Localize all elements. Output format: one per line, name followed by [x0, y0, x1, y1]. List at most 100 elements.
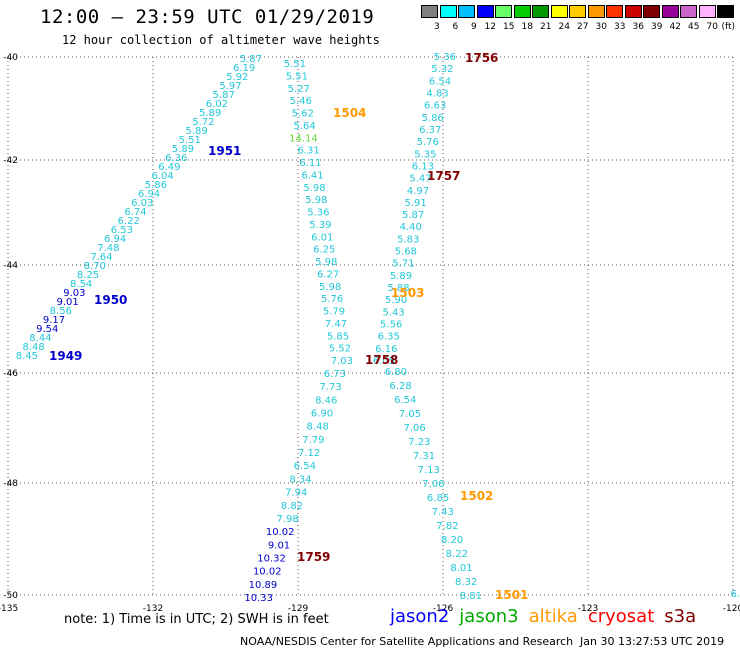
- time-label: 1951: [208, 144, 241, 158]
- legend-label: 36: [632, 22, 644, 32]
- track-1756-value: 5.88: [387, 283, 409, 294]
- track-1951-value: 6.36: [165, 153, 187, 164]
- legend-swatch: [643, 5, 660, 18]
- track-1951-value: 5.92: [226, 72, 248, 83]
- track-1951-value: 5.86: [145, 180, 167, 191]
- time-label: 1949: [49, 349, 82, 363]
- legend-swatch: [661, 5, 679, 18]
- track-1504-value: 5.64: [294, 121, 316, 132]
- track-1756-value: 5.76: [417, 137, 439, 148]
- time-labels: 1756 1504 1951 1757 1503 1950 1949 1758 1502 1759…: [49, 51, 528, 602]
- track-1759-value: 10.32: [257, 553, 286, 564]
- track-1759-value: 10.02: [266, 527, 295, 538]
- track-1501-value: 6.28: [389, 381, 411, 392]
- legend-label: 15: [503, 22, 515, 32]
- track-1501-value: 8.81: [460, 591, 482, 602]
- track-1501-value: 7.82: [436, 521, 458, 532]
- track-1759-value: 6.54: [294, 461, 316, 472]
- track-1756-value: 4.40: [400, 222, 422, 233]
- legend-swatch: [698, 5, 716, 18]
- track-1951-value: 6.53: [111, 225, 133, 236]
- track-1501-value: 7.31: [413, 451, 435, 462]
- lon-tick-label: -132: [143, 604, 163, 614]
- legend-swatch: [458, 5, 475, 18]
- generated-timestamp: Jan 30 13:27:53 UTC 2019: [580, 635, 725, 648]
- legend-label: 18: [521, 22, 533, 32]
- legend-swatch: [680, 5, 697, 18]
- track-1504-value: 5.39: [309, 220, 331, 231]
- track-1756-value: 6.37: [419, 125, 441, 136]
- track-1951-value: 6.03: [131, 198, 153, 209]
- time-label: 1502: [460, 489, 493, 503]
- legend-swatch: [513, 5, 531, 18]
- track-1504-value: 14.14: [289, 133, 318, 144]
- track-1756-value: 5.68: [395, 247, 417, 258]
- track-1759-value: 10.33: [244, 593, 273, 604]
- track-1951-value: 8.25: [77, 270, 99, 281]
- satellite-legend-jason2: jason2: [390, 606, 450, 627]
- track-1951-value: 9.54: [36, 324, 58, 335]
- track-1951-value: 6.02: [206, 99, 228, 110]
- track-1756-value: 5.89: [390, 271, 412, 282]
- track-1756-value: 5.90: [385, 295, 407, 306]
- track-1951-value: 6.22: [118, 216, 140, 227]
- track-1759-value: 8.34: [289, 474, 311, 485]
- legend-label: 33: [614, 22, 626, 32]
- legend-swatch: [569, 5, 586, 18]
- track-1501-value: 6.80: [385, 367, 407, 378]
- legend-swatch: [421, 5, 438, 18]
- track-1759-value: 10.02: [253, 567, 282, 578]
- satellite-legend-cryosat: cryosat: [587, 606, 655, 627]
- track-1756-value: 5.86: [422, 113, 444, 124]
- legend-unit: (ft): [721, 22, 736, 32]
- track-1504-value: 6.01: [311, 232, 333, 243]
- track-1759-value: 8.46: [315, 395, 337, 406]
- track-1951-value: 8.44: [29, 333, 51, 344]
- lat-tick-label: -44: [3, 261, 18, 271]
- track-1756-value: 5.83: [397, 234, 419, 245]
- track-1756-value: 5.35: [414, 149, 436, 160]
- track-1504-value: 5.79: [323, 307, 345, 318]
- track-1756-value: 6.13: [412, 161, 434, 172]
- track-1504-value: 6.31: [297, 146, 319, 157]
- track-1504-value: 6.41: [301, 170, 323, 181]
- track-1951-value: 7.48: [97, 243, 119, 254]
- track-1504-value: 5.27: [288, 84, 310, 95]
- legend-label: 12: [484, 22, 496, 32]
- track-1504-value: 7.03: [331, 356, 353, 367]
- track-1951-value: 5.89: [172, 144, 194, 155]
- track-1756-value: 5.87: [402, 210, 424, 221]
- time-label: 1504: [333, 106, 366, 120]
- track-1951-value: 9.17: [43, 315, 65, 326]
- track-1951-value: 6.49: [158, 162, 180, 173]
- satellite-legend: jason2 jason3 altika cryosat s3a: [390, 606, 706, 627]
- time-label: 1757: [427, 169, 460, 183]
- track-1756-value: 6.05: [373, 356, 395, 367]
- legend-label: 39: [651, 22, 663, 32]
- time-label: 1501: [495, 588, 528, 602]
- time-label: 1503: [391, 286, 424, 300]
- track-1951-value: 8.70: [84, 261, 106, 272]
- credit-line: NOAA/NESDIS Center for Satellite Applica…: [240, 635, 574, 648]
- track-1504-value: 5.98: [305, 195, 327, 206]
- track-1501-value: 8.20: [441, 535, 463, 546]
- track-1756-value: 5.43: [382, 307, 404, 318]
- track-1756-value: 4.83: [426, 88, 448, 99]
- track-1501-value: 7.05: [399, 409, 421, 420]
- legend-swatch: [587, 5, 605, 18]
- lat-tick-label: -42: [3, 156, 18, 166]
- track-1951-value: 6.94: [138, 189, 160, 200]
- legend-label: 42: [669, 22, 681, 32]
- time-label: 1950: [94, 293, 127, 307]
- track-1756-value: 6.16: [375, 344, 397, 355]
- track-1951-value: 9.01: [56, 297, 78, 308]
- map-grid: -40 -42 -44 -46 -48 -50 -135 -132 -129 -126 -123 -1…: [0, 53, 740, 614]
- track-1759-value: 8.82: [281, 501, 303, 512]
- track-1951-value: 8.54: [70, 279, 92, 290]
- legend-label: 6: [452, 22, 459, 32]
- legend-label: 70: [706, 22, 718, 32]
- track-1756-value: 6.35: [378, 332, 400, 343]
- track-1759-value: 10.89: [249, 580, 278, 591]
- track-1759-value: 6.73: [324, 369, 346, 380]
- lat-tick-label: -46: [3, 369, 18, 379]
